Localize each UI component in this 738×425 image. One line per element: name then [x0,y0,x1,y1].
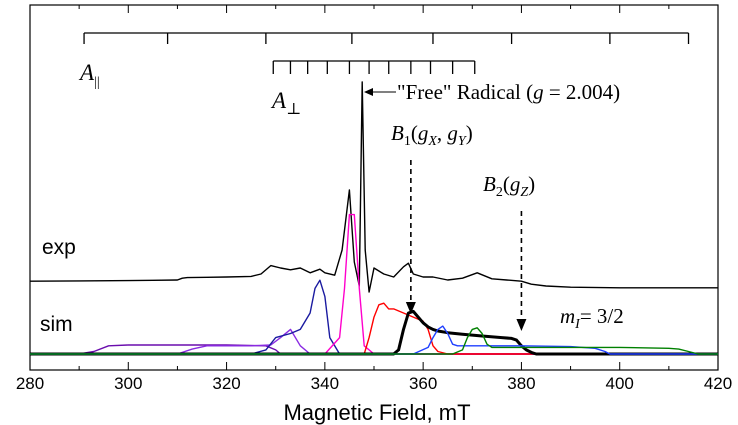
series-green [30,327,718,355]
x-tick-label: 280 [16,374,44,393]
free-radical-arrow-head [364,88,373,96]
dashed-arrows [405,160,527,331]
b2-open: ( [503,172,510,196]
b2-gz-sub: Z [520,185,528,200]
b2-arrow-head [516,319,527,331]
sim-curve-label: sim [40,313,73,336]
x-tick-label: 300 [114,374,142,393]
a-perp-sub: ⊥ [286,101,301,118]
series-purple [30,328,718,355]
series-exp [29,81,718,293]
b1-index: 1 [404,134,411,149]
a-parallel-label: A|| [78,60,100,90]
x-tick-label: 360 [409,374,437,393]
series-red [30,302,718,355]
b1-gy: g [447,121,458,145]
series-navy [30,279,718,355]
x-tick-label: 320 [212,374,240,393]
free-radical-value: = 2.004) [544,80,621,104]
b1-open: ( [411,121,418,145]
mi-sub: I [574,317,581,332]
a-parallel-sub: || [94,75,100,90]
b1-comma: , [437,121,448,145]
spectrum-curves [29,81,718,356]
b1-label: B1(gX, gY) [391,121,473,149]
a-perp-main: A [270,88,287,113]
x-axis-ticks [29,5,719,370]
b1-gy-sub: Y [458,134,468,149]
b1-close: ) [466,121,473,145]
x-tick-label: 400 [606,374,634,393]
b1-arrow-head [405,302,416,314]
b1-gx: g [418,121,429,145]
b1-b: B [391,121,404,145]
a-perp-label: A⊥ [270,88,301,118]
exp-curve-label: exp [42,236,76,259]
series-blue [30,325,718,355]
b2-close: ) [528,172,535,196]
free-radical-label: "Free" Radical (g = 2.004) [397,80,620,104]
a-parallel-main: A [78,60,95,85]
mi-value: = 3/2 [580,304,624,328]
hyperfine-grids [83,32,690,74]
x-axis-tick-labels: 280 300 320 340 360 380 400 420 [16,374,732,393]
b2-label: B2(gZ) [483,172,535,200]
mi-label: mI= 3/2 [560,304,624,332]
x-tick-label: 340 [311,374,339,393]
x-axis-label: Magnetic Field, mT [283,400,470,425]
b2-index: 2 [496,185,503,200]
b2-b: B [483,172,496,196]
mi-m: m [560,304,575,328]
series-magenta [30,213,718,355]
x-tick-label: 380 [507,374,535,393]
free-radical-g: g [533,80,544,104]
b2-gz: g [510,172,521,196]
x-tick-label: 420 [704,374,732,393]
free-radical-text: "Free" Radical ( [397,80,533,104]
b1-gx-sub: X [427,134,437,149]
